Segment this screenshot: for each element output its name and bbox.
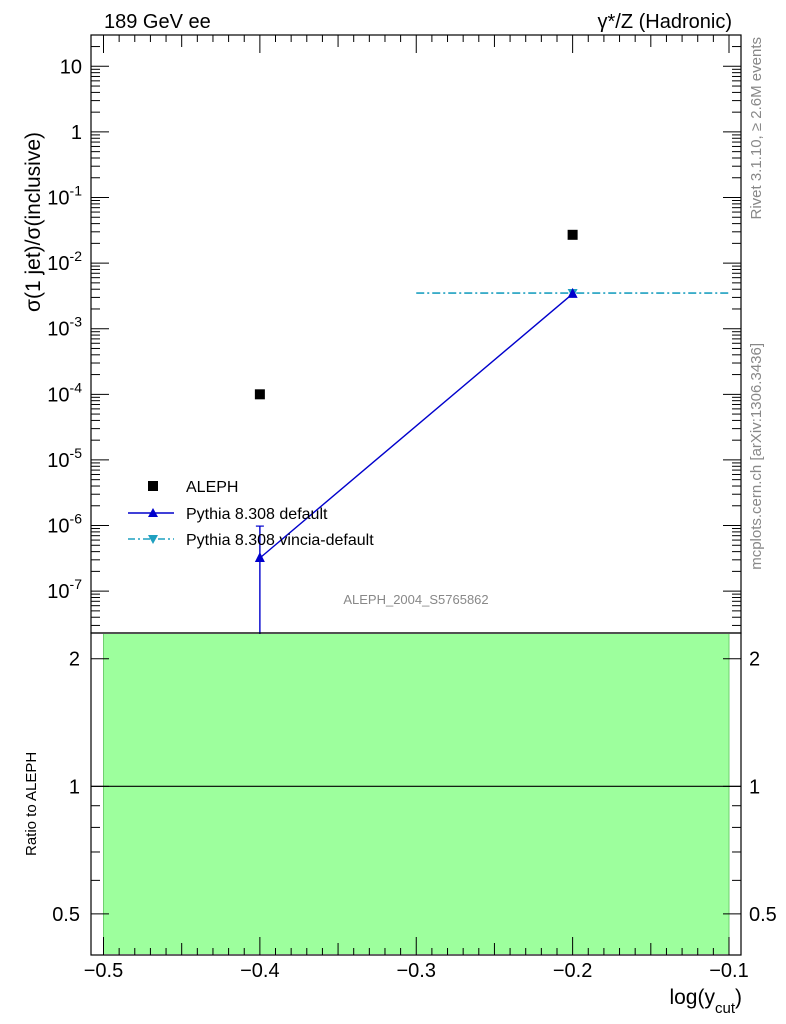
main-y-tick-label: 10-5 [47,445,82,472]
main-y-tick-label: 10-2 [47,248,82,275]
x-axis-label-close: ) [735,986,742,1009]
legend-marker-square [148,481,158,491]
x-tick-label: −0.4 [240,960,279,982]
x-axis-label: log(ycut) [669,986,742,1017]
main-y-tick-label: 10-1 [47,183,82,210]
ratio-panel: 0.5 0.5 1 1 2 2 −0.5 −0.4 −0.3 −0.2 −0.1 Ratio to… [23,35,777,1017]
pythia-default-marker [567,287,578,298]
legend: ALEPH Pythia 8.308 default Pythia 8.308 … [128,479,374,549]
rivet-version-label: Rivet 3.1.10, ≥ 2.6M events [748,37,765,220]
ratio-x-axis: −0.5 −0.4 −0.3 −0.2 −0.1 [84,35,749,982]
main-y-axis-label: σ(1 jet)/σ(inclusive) [22,132,45,312]
header-left-label: 189 GeV ee [104,11,211,33]
main-y-tick-label: 10-4 [47,379,82,406]
main-y-tick-label: 10-7 [47,576,82,603]
ratio-y-tick-label-left: 1 [69,776,80,798]
header-right-label: γ*/Z (Hadronic) [598,11,732,33]
pythia-default-marker [254,551,265,562]
analysis-watermark: ALEPH_2004_S5765862 [343,592,488,607]
legend-marker-triangle-up [148,508,158,517]
aleph-data-point [254,389,265,400]
ratio-y-tick-label-right: 2 [749,649,760,671]
legend-label-vincia: Pythia 8.308 vincia-default [186,532,374,549]
main-series-layer [254,229,729,635]
x-axis-label-subscript: cut [715,1000,736,1017]
aleph-data-point [567,229,578,240]
ratio-y-axis: 0.5 0.5 1 1 2 2 [52,649,777,956]
ratio-plot-area [91,634,741,954]
legend-marker-triangle-down [148,535,158,544]
x-tick-label: −0.5 [84,960,123,982]
main-y-axis: 10-7 10-6 10-5 10-4 10-3 10-2 10-1 1 10 [47,34,741,626]
legend-label-pythia-default: Pythia 8.308 default [186,506,328,523]
mcplots-label: mcplots.cern.ch [arXiv:1306.3436] [748,343,765,570]
legend-item-aleph: ALEPH [148,479,238,496]
main-panel: 10-7 10-6 10-5 10-4 10-3 10-2 10-1 1 10 σ(1 jet)… [22,34,742,635]
legend-item-vincia: Pythia 8.308 vincia-default [128,532,374,549]
x-tick-label: −0.1 [709,960,748,982]
main-y-tick-label: 10-3 [47,314,82,341]
x-axis-label-base: log(y [669,986,715,1009]
ratio-y-tick-label-right: 1 [749,776,760,798]
main-y-tick-label: 10-6 [47,511,82,538]
ratio-y-tick-label-left: 0.5 [52,904,80,926]
legend-label-aleph: ALEPH [186,479,238,496]
legend-item-pythia-default: Pythia 8.308 default [128,506,328,523]
main-y-tick-label: 1 [71,122,82,144]
ratio-uncertainty-band [103,634,729,954]
ratio-y-tick-label-left: 2 [69,649,80,671]
ratio-y-axis-label: Ratio to ALEPH [23,752,40,856]
ratio-frame [90,632,742,956]
main-y-tick-label: 10 [60,56,82,78]
pythia-default-line [259,293,574,559]
x-tick-label: −0.2 [553,960,592,982]
ratio-y-tick-label-right: 0.5 [749,904,777,926]
x-tick-label: −0.3 [397,960,436,982]
